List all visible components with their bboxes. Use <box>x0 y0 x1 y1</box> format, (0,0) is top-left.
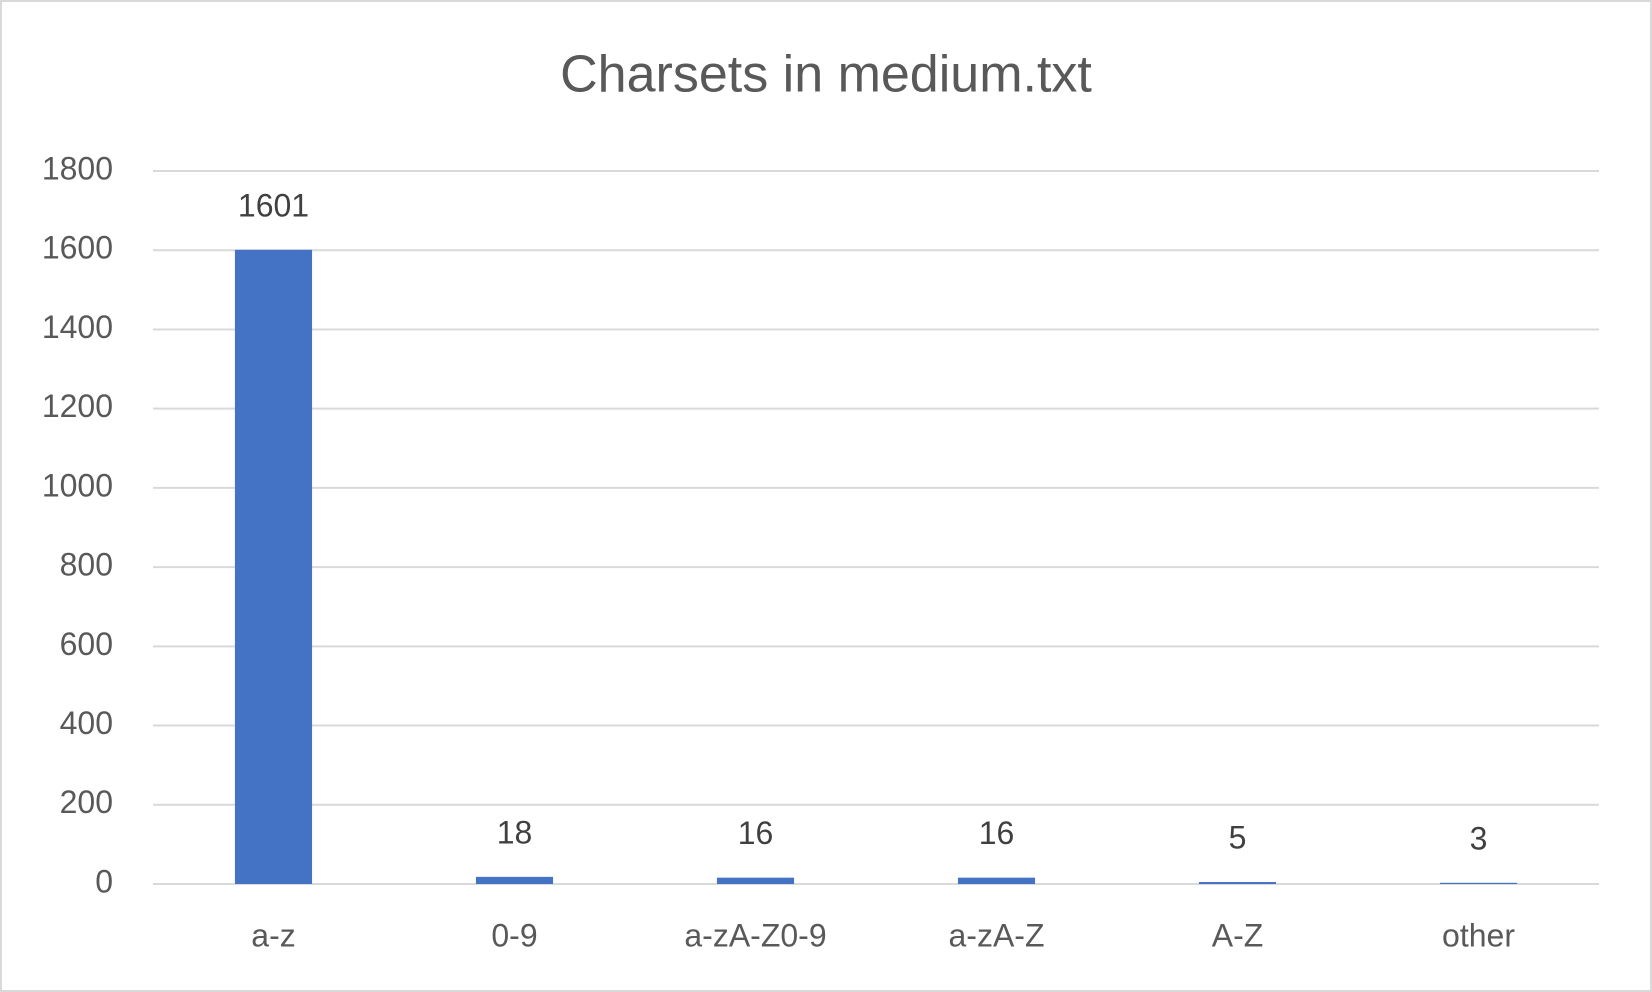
y-tick-label: 1800 <box>42 150 113 186</box>
data-label: 5 <box>1229 819 1247 855</box>
x-tick-label: A-Z <box>1212 917 1264 953</box>
y-tick-label: 600 <box>60 626 113 662</box>
y-tick-label: 1400 <box>42 309 113 345</box>
x-tick-label: a-zA-Z0-9 <box>684 917 826 953</box>
data-label: 16 <box>979 815 1015 851</box>
x-tick-label: 0-9 <box>491 917 537 953</box>
data-label: 3 <box>1470 820 1488 856</box>
bar <box>1198 882 1277 884</box>
y-tick-label: 400 <box>60 705 113 741</box>
x-tick-label: a-zA-Z <box>949 917 1045 953</box>
data-label: 1601 <box>238 187 309 223</box>
bar <box>716 877 795 884</box>
x-tick-label: other <box>1442 917 1515 953</box>
bar <box>957 877 1036 884</box>
bar <box>1439 882 1518 884</box>
y-tick-label: 0 <box>95 863 113 899</box>
y-tick-label: 1000 <box>42 467 113 503</box>
y-tick-label: 1600 <box>42 230 113 266</box>
bar <box>234 249 313 884</box>
data-label: 18 <box>497 814 533 850</box>
y-tick-label: 800 <box>60 547 113 583</box>
y-tick-label: 1200 <box>42 388 113 424</box>
bar <box>475 876 554 884</box>
chart-title: Charsets in medium.txt <box>560 46 1092 104</box>
y-tick-label: 200 <box>60 784 113 820</box>
data-label: 16 <box>738 815 774 851</box>
x-tick-label: a-z <box>251 917 295 953</box>
